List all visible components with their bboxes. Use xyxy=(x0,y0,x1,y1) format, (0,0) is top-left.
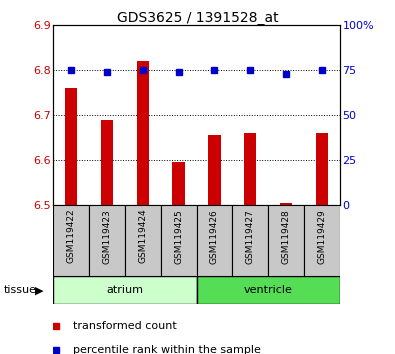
Bar xyxy=(268,205,304,276)
Text: transformed count: transformed count xyxy=(73,321,177,331)
Bar xyxy=(232,205,268,276)
Bar xyxy=(304,205,340,276)
Bar xyxy=(172,162,185,205)
Bar xyxy=(65,88,77,205)
Bar xyxy=(53,276,197,304)
Bar xyxy=(101,120,113,205)
Text: GSM119427: GSM119427 xyxy=(246,209,255,264)
Bar xyxy=(137,61,149,205)
Text: GSM119426: GSM119426 xyxy=(210,209,219,264)
Text: GSM119428: GSM119428 xyxy=(282,209,290,264)
Text: GSM119422: GSM119422 xyxy=(67,209,76,263)
Bar xyxy=(89,205,125,276)
Text: percentile rank within the sample: percentile rank within the sample xyxy=(73,345,261,354)
Bar xyxy=(280,203,292,205)
Bar xyxy=(197,205,232,276)
Bar xyxy=(208,135,221,205)
Bar xyxy=(316,133,328,205)
Text: GSM119429: GSM119429 xyxy=(317,209,326,264)
Text: GSM119423: GSM119423 xyxy=(103,209,111,264)
Bar xyxy=(161,205,197,276)
Bar xyxy=(53,205,89,276)
Text: ventricle: ventricle xyxy=(244,285,293,295)
Bar xyxy=(197,276,340,304)
Bar xyxy=(244,133,256,205)
Text: GSM119425: GSM119425 xyxy=(174,209,183,264)
Text: tissue: tissue xyxy=(4,285,37,295)
Text: ▶: ▶ xyxy=(35,285,43,295)
Text: GSM119424: GSM119424 xyxy=(138,209,147,263)
Text: GDS3625 / 1391528_at: GDS3625 / 1391528_at xyxy=(117,11,278,25)
Text: atrium: atrium xyxy=(106,285,143,295)
Bar xyxy=(125,205,161,276)
